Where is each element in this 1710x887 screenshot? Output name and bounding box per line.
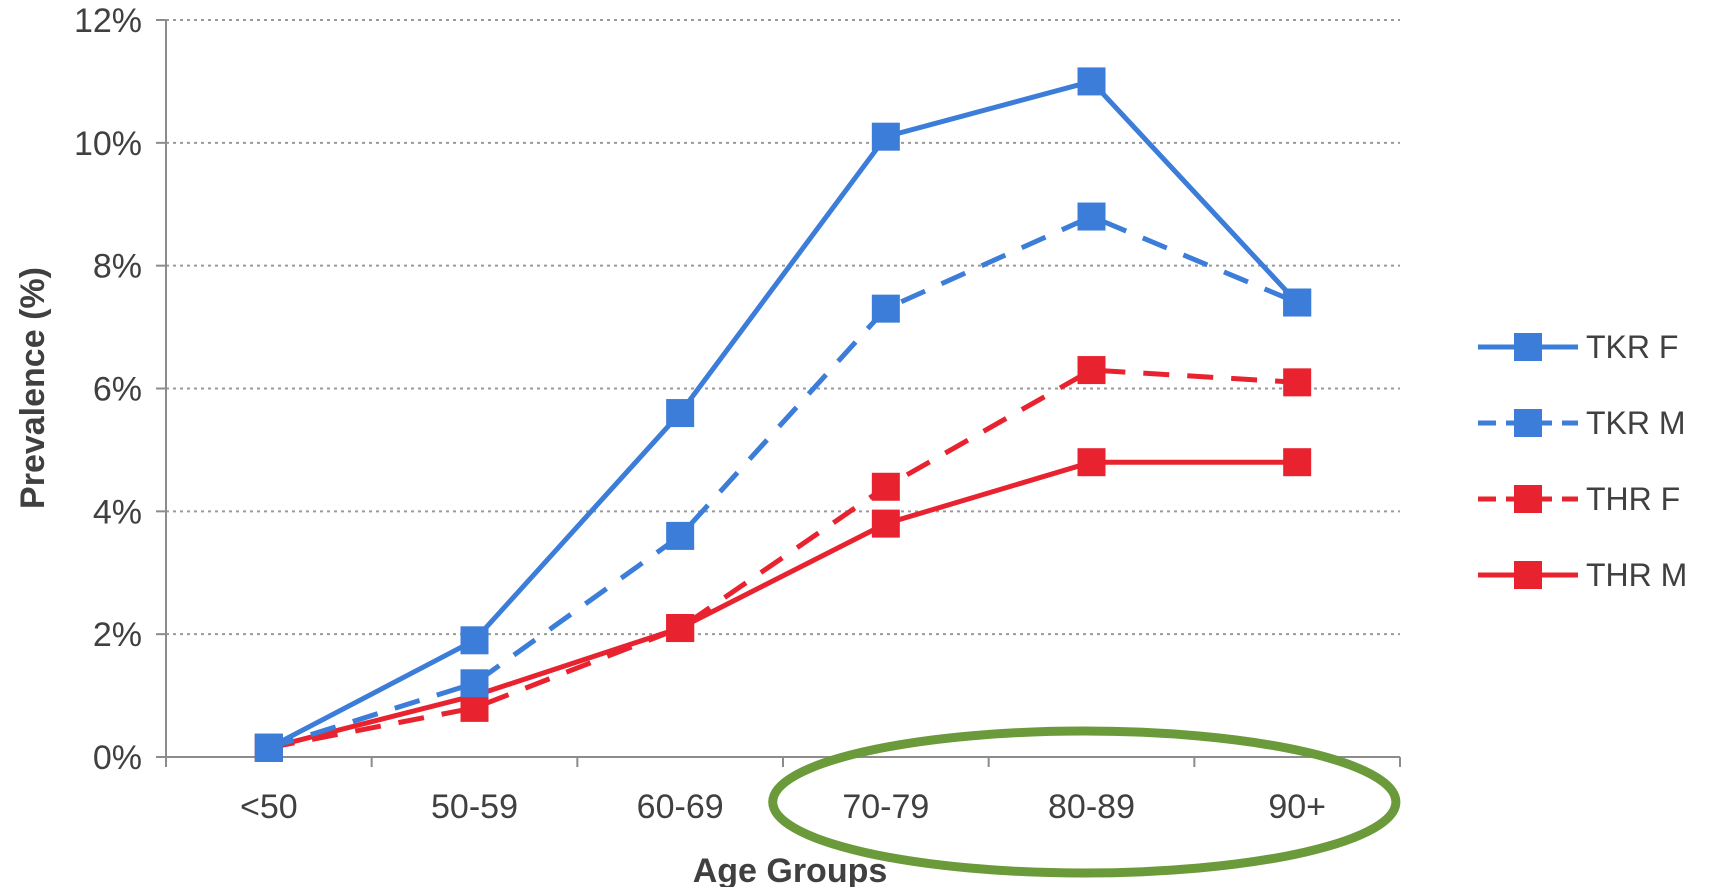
series-line-tkr-m [268,214,1299,751]
data-point [666,399,695,428]
data-point [871,122,900,151]
data-point [1077,448,1106,477]
legend-marker [1514,409,1542,437]
y-tick-label: 8% [93,248,142,286]
y-tick-label: 10% [74,125,142,163]
series-markers [254,67,1312,762]
series-line-tkr-f [267,78,1299,751]
legend-marker [1514,485,1542,513]
x-tick-label: 80-89 [1048,788,1135,826]
y-tick-label: 12% [74,2,142,40]
grid-lines [156,19,1401,767]
legend-label: TKR M [1586,405,1686,441]
legend-label: TKR F [1586,329,1678,365]
x-tick-label: 70-79 [842,788,929,826]
data-point [460,693,489,722]
y-tick-label: 0% [93,739,142,777]
y-tick-label: 2% [93,616,142,654]
data-point [460,669,489,698]
data-point [1283,368,1312,397]
data-point [1283,448,1312,477]
x-tick-label: 60-69 [637,788,724,826]
y-tick-label: 6% [93,371,142,409]
legend-label: THR M [1586,557,1687,593]
legend-label: THR F [1586,481,1680,517]
data-point [1283,288,1312,317]
x-axis-title: Age Groups [693,852,888,887]
y-tick-label: 4% [93,493,142,531]
series-lines [267,78,1299,751]
highlight-ellipse [768,726,1401,878]
x-tick-label: 50-59 [431,788,518,826]
data-point [871,472,900,501]
x-tick-label: 90+ [1268,788,1326,826]
data-point [1077,67,1106,96]
legend: TKR F TKR M THR F THR M [1478,329,1687,593]
data-point [666,614,695,643]
series-line-thr-m [268,459,1298,751]
x-tick-label: <50 [240,788,298,826]
data-point [1077,202,1106,231]
annotations [768,726,1401,878]
data-point [1077,356,1106,385]
data-point [871,509,900,538]
series-line-thr-f [268,367,1298,751]
legend-marker [1514,561,1542,589]
axes [165,20,1400,758]
x-tick-labels: <50 50-59 60-69 70-79 80-89 90+ [240,788,1326,826]
data-point [871,294,900,323]
data-point [460,626,489,655]
y-tick-labels: 0% 2% 4% 6% 8% 10% 12% [74,2,142,777]
y-axis-title: Prevalence (%) [14,267,52,509]
legend-marker [1514,333,1542,361]
data-point [254,733,283,762]
data-point [666,521,695,550]
